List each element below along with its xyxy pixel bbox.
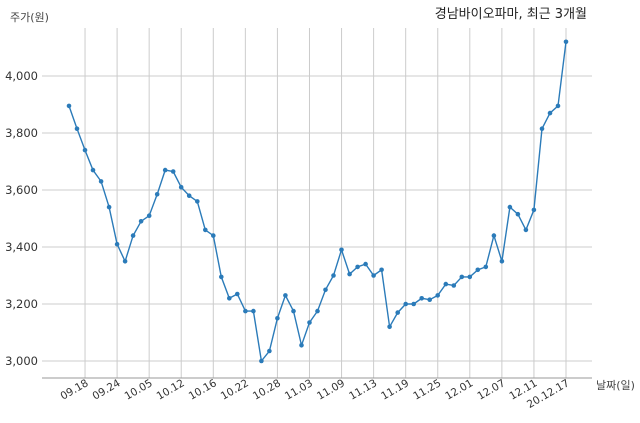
- data-point: [499, 259, 505, 264]
- data-point: [66, 103, 72, 109]
- data-point: [219, 274, 224, 280]
- data-point: [515, 211, 521, 217]
- data-point: [427, 297, 433, 303]
- data-point: [491, 233, 497, 238]
- data-point: [379, 267, 384, 273]
- data-point: [523, 227, 529, 233]
- x-tick-label: 10.28: [251, 377, 283, 402]
- data-point: [162, 167, 168, 173]
- data-point: [90, 167, 96, 173]
- y-tick-label: 4,000: [5, 69, 38, 83]
- x-tick-label: 09.18: [58, 377, 90, 402]
- y-tick-label: 3,000: [5, 354, 38, 368]
- data-point: [251, 308, 256, 314]
- data-point: [563, 39, 569, 45]
- x-axis-label: 날짜(일): [596, 378, 635, 392]
- data-point: [227, 296, 232, 301]
- data-point: [419, 296, 425, 301]
- data-point: [178, 184, 184, 190]
- data-point: [122, 259, 128, 264]
- y-tick-label: 3,400: [5, 240, 38, 254]
- data-point: [299, 343, 304, 348]
- data-point: [539, 126, 545, 131]
- data-point: [395, 310, 401, 315]
- x-tick-label: 10.12: [155, 377, 187, 402]
- data-point: [347, 271, 352, 277]
- data-point: [547, 110, 553, 116]
- data-point: [315, 308, 320, 314]
- data-point: [307, 320, 312, 325]
- data-point: [435, 293, 441, 298]
- chart-title: 경남바이오파마, 최근 3개월: [435, 7, 587, 22]
- data-point: [475, 267, 481, 273]
- data-point: [339, 247, 344, 253]
- data-point: [235, 291, 240, 297]
- data-point: [443, 281, 449, 287]
- data-point: [154, 192, 160, 197]
- x-tick-label: 11.13: [347, 377, 379, 402]
- x-tick-label: 10.22: [219, 377, 251, 402]
- data-point: [459, 274, 465, 280]
- data-point: [275, 316, 280, 321]
- data-point: [555, 103, 561, 109]
- data-point: [331, 273, 336, 278]
- x-tick-label: 10.05: [123, 377, 155, 402]
- data-point: [82, 147, 88, 153]
- grid-layer: [42, 28, 592, 378]
- data-point: [531, 207, 537, 213]
- data-point: [371, 273, 376, 278]
- data-point: [355, 264, 360, 270]
- x-tick-label: 11.25: [411, 377, 443, 402]
- data-point: [106, 204, 112, 210]
- axis-layer: 3,000 3,200 3,400 3,600 3,800 4,000 09.18 09.24…: [5, 69, 592, 411]
- data-point: [283, 293, 288, 298]
- x-tick-label: 10.16: [187, 377, 219, 403]
- data-point: [323, 287, 328, 293]
- y-tick-label: 3,600: [5, 183, 38, 197]
- data-point: [483, 264, 489, 270]
- series-layer: [66, 39, 569, 364]
- x-tick-label: 11.09: [315, 377, 347, 402]
- data-point: [74, 126, 80, 131]
- label-layer: 경남바이오파마, 최근 3개월 주가(원) 날짜(일): [10, 7, 635, 392]
- data-point: [186, 193, 192, 198]
- data-point: [170, 169, 176, 174]
- x-tick-label: 11.03: [283, 377, 315, 402]
- data-point: [403, 301, 409, 307]
- data-point: [211, 233, 216, 238]
- data-point: [195, 199, 200, 204]
- data-point: [203, 227, 208, 233]
- x-tick-label: 12.01: [443, 377, 475, 402]
- data-point: [259, 358, 264, 364]
- data-point: [130, 233, 136, 238]
- y-tick-label: 3,200: [5, 297, 38, 311]
- data-point: [98, 179, 104, 184]
- data-point: [451, 283, 457, 288]
- y-axis-label: 주가(원): [10, 11, 49, 24]
- data-point: [114, 241, 120, 247]
- data-point: [363, 261, 368, 267]
- data-point: [467, 274, 473, 280]
- data-point: [291, 308, 296, 314]
- x-tick-label: 09.24: [91, 377, 123, 403]
- data-point: [411, 301, 417, 307]
- x-tick-label: 12.07: [475, 377, 507, 402]
- data-point: [146, 213, 152, 218]
- data-point: [138, 219, 144, 224]
- y-tick-label: 3,800: [5, 126, 38, 140]
- data-point: [387, 324, 392, 330]
- data-point: [507, 204, 513, 210]
- data-point: [243, 308, 248, 314]
- data-point: [267, 348, 272, 354]
- x-tick-label: 11.19: [379, 377, 411, 402]
